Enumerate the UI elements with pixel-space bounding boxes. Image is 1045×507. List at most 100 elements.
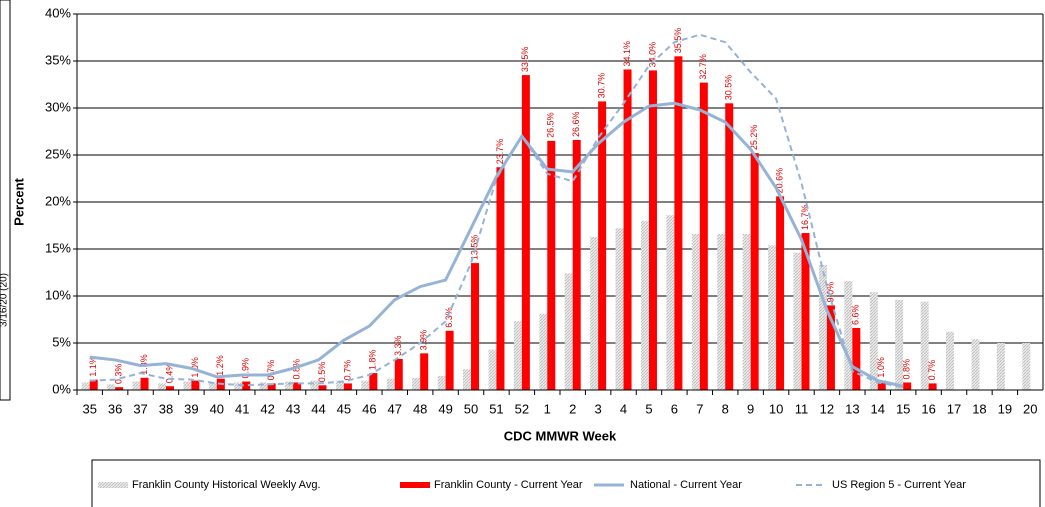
bar (826, 305, 835, 390)
bar (496, 167, 505, 390)
bar (488, 349, 497, 390)
bar (971, 339, 980, 390)
x-tick-label: 13 (845, 401, 859, 416)
x-tick-label: 52 (515, 401, 529, 416)
bar (394, 358, 403, 390)
bar (242, 381, 251, 390)
bar (420, 353, 429, 390)
bar (165, 386, 174, 390)
legend-swatch (400, 482, 430, 488)
value-label: 1.8% (368, 350, 378, 371)
y-tick-label: 5% (52, 334, 71, 349)
x-tick-label: 40 (210, 401, 224, 416)
bar (140, 377, 149, 390)
value-label: 0.4% (164, 363, 174, 384)
x-tick-label: 43 (286, 401, 300, 416)
value-label: 25.2% (749, 125, 759, 151)
x-tick-label: 10 (769, 401, 783, 416)
value-label: 26.6% (571, 111, 581, 137)
bar (445, 330, 454, 390)
x-tick-label: 41 (235, 401, 249, 416)
value-label: 1.0% (876, 357, 886, 378)
bar (776, 196, 785, 390)
x-tick-label: 36 (108, 401, 122, 416)
value-label: 26.5% (546, 112, 556, 138)
bar (640, 220, 649, 390)
bar (844, 280, 853, 390)
annotation: 3/16/20 (20) (0, 273, 10, 327)
value-label: 6.6% (851, 304, 861, 325)
x-tick-label: 14 (871, 401, 885, 416)
x-tick-label: 12 (820, 401, 834, 416)
value-label: 6.3% (444, 307, 454, 328)
bar (208, 382, 217, 390)
value-label: 9.0% (825, 282, 835, 303)
x-tick-label: 35 (82, 401, 96, 416)
bar (895, 299, 904, 390)
x-tick-label: 45 (337, 401, 351, 416)
bar (463, 369, 472, 390)
y-tick-label: 30% (45, 99, 71, 114)
value-label: 34.1% (622, 41, 632, 67)
bar (717, 233, 726, 390)
x-tick-label: 20 (1023, 401, 1037, 416)
legend-label: US Region 5 - Current Year (832, 479, 966, 491)
value-label: 0.3% (114, 364, 124, 385)
x-tick-label: 4 (620, 401, 627, 416)
value-label: 0.9% (241, 358, 251, 379)
y-tick-label: 0% (52, 381, 71, 396)
x-tick-label: 6 (671, 401, 678, 416)
bar (598, 101, 607, 391)
x-tick-label: 47 (388, 401, 402, 416)
bar (793, 252, 802, 390)
bar (132, 381, 141, 390)
bar (259, 382, 268, 390)
x-tick-label: 3 (595, 401, 602, 416)
value-label: 30.7% (597, 73, 607, 99)
bar (699, 82, 708, 391)
y-tick-label: 20% (45, 193, 71, 208)
x-tick-label: 48 (413, 401, 427, 416)
bar (691, 233, 700, 390)
bar (343, 383, 352, 390)
bar (725, 103, 734, 391)
value-label: 13.5% (469, 235, 479, 261)
legend-label: Franklin County - Current Year (434, 479, 583, 491)
value-label: 30.5% (724, 75, 734, 101)
bar (801, 233, 810, 390)
bar (183, 381, 192, 390)
bar (310, 380, 319, 390)
bar (674, 56, 683, 391)
bar (615, 228, 624, 390)
x-tick-label: 38 (159, 401, 173, 416)
value-label: 0.7% (927, 360, 937, 381)
bar (267, 383, 276, 390)
value-label: 1.1% (88, 356, 98, 377)
bar (928, 383, 937, 390)
value-label: 0.8% (291, 359, 301, 380)
bar (437, 375, 446, 390)
value-label: 3.9% (419, 330, 429, 351)
y-tick-label: 10% (45, 287, 71, 302)
x-tick-label: 11 (795, 401, 809, 416)
y-axis-label: Percent (11, 177, 26, 225)
value-label: 0.7% (266, 360, 276, 381)
line (89, 101, 904, 388)
x-tick-label: 5 (645, 401, 652, 416)
bar (191, 380, 200, 390)
x-axis-label: CDC MMWR Week (504, 428, 617, 443)
bar (946, 331, 955, 390)
x-tick-label: 51 (489, 401, 503, 416)
bar (742, 233, 751, 390)
x-tick-label: 16 (921, 401, 935, 416)
value-label: 32.7% (698, 54, 708, 80)
value-label: 1.2% (215, 355, 225, 376)
bar (768, 245, 777, 390)
bar (564, 273, 573, 390)
value-label: 34.0% (647, 42, 657, 68)
bar (285, 381, 294, 390)
bar (818, 264, 827, 390)
bar (1022, 343, 1031, 390)
bar (293, 382, 302, 390)
